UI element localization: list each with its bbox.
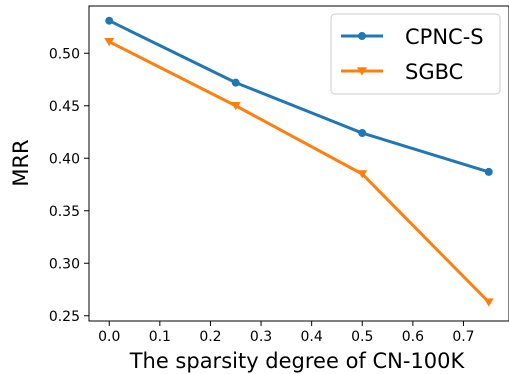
series-layer (104, 16, 494, 307)
legend-box (330, 13, 501, 95)
x-tick-label: 0.7 (452, 329, 474, 345)
x-tick-label: 0.1 (149, 329, 171, 345)
x-tick-label: 0.4 (301, 329, 323, 345)
x-axis-ticks: 0.0 0.1 0.2 0.3 0.4 0.5 0.6 0.7 (98, 321, 475, 345)
x-tick-label: 0.0 (98, 329, 120, 345)
y-tick-label: 0.30 (49, 256, 80, 272)
data-point (230, 102, 241, 111)
legend: CPNC-S SGBC (330, 13, 501, 95)
x-tick-label: 0.3 (250, 329, 272, 345)
y-tick-label: 0.40 (49, 151, 80, 167)
x-tick-label: 0.6 (402, 329, 424, 345)
legend-label: SGBC (405, 60, 463, 84)
y-tick-label: 0.45 (49, 99, 80, 115)
legend-marker (357, 67, 367, 76)
legend-marker (358, 32, 366, 40)
data-point (231, 78, 240, 87)
series-sgbc (104, 37, 494, 307)
plot-frame (88, 5, 509, 322)
y-axis-ticks: 0.25 0.30 0.35 0.40 0.45 0.50 (49, 46, 89, 325)
plot-area-border (88, 5, 509, 322)
legend-label: CPNC-S (405, 25, 484, 49)
data-point (358, 129, 367, 138)
data-point (357, 170, 368, 179)
x-axis-title: The sparsity degree of CN-100K (129, 349, 466, 373)
series-line (108, 40, 490, 304)
series-cpnc-s (105, 16, 493, 176)
x-tick-label: 0.2 (199, 329, 221, 345)
data-point (484, 167, 493, 176)
y-tick-label: 0.50 (49, 46, 80, 62)
data-point (105, 16, 114, 25)
y-axis-title: MRR (9, 139, 33, 186)
y-tick-label: 0.35 (49, 204, 80, 220)
series-line (108, 19, 490, 174)
x-tick-label: 0.5 (351, 329, 373, 345)
data-point (483, 298, 494, 307)
data-point (104, 37, 115, 47)
y-tick-label: 0.25 (49, 309, 80, 325)
